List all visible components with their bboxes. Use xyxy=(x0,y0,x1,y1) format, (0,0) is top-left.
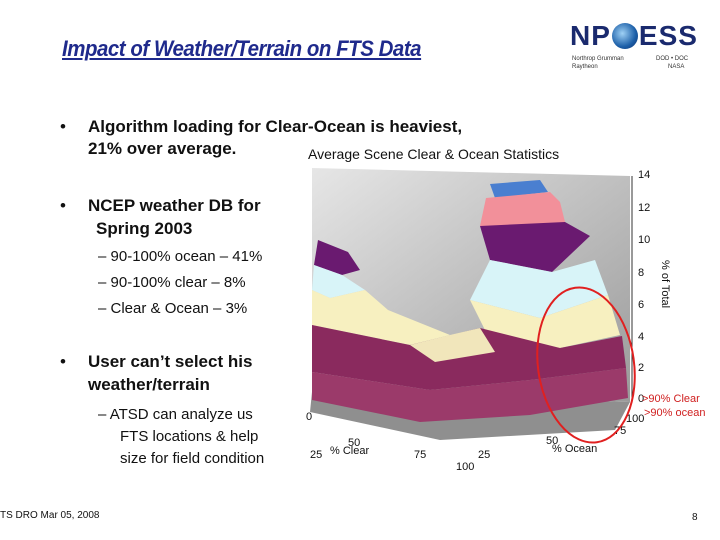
x-tick-75: 75 xyxy=(414,449,426,461)
y-axis-label: % Ocean xyxy=(552,443,597,455)
x-axis-label: % Clear xyxy=(330,445,369,457)
x-axis: 0 25 50 75 100 % Clear xyxy=(306,411,474,473)
z-tick-12: 12 xyxy=(638,202,650,214)
band-10-12 xyxy=(480,192,565,232)
band-6-8-right xyxy=(470,260,608,318)
z-tick-10: 10 xyxy=(638,234,650,246)
logo-tagline-right: DOD • DOC xyxy=(656,56,689,62)
surface-chart: Average Scene Clear & Ocean Statistics 0… xyxy=(306,146,705,473)
logo-brand: NP ESS xyxy=(570,20,698,51)
band-8-10-left xyxy=(314,240,360,275)
z-tick-8: 8 xyxy=(638,267,644,279)
logo-tagline-left: Northrop Grumman xyxy=(572,56,624,62)
bullet-dot-1: • xyxy=(60,117,66,136)
z-tick-14: 14 xyxy=(638,169,650,181)
sub-bullet-ocean: – 90-100% ocean – 41% xyxy=(98,248,263,265)
z-tick-6: 6 xyxy=(638,299,644,311)
chart-title: Average Scene Clear & Ocean Statistics xyxy=(308,146,559,162)
annotation-ocean: >90% ocean xyxy=(644,407,705,419)
surface-bands xyxy=(312,180,628,422)
globe-icon xyxy=(611,23,638,49)
bullet-3-line2: weather/terrain xyxy=(88,375,210,394)
logo-tagline-left2: Raytheon xyxy=(572,64,598,70)
y-tick-100: 100 xyxy=(626,413,644,425)
band-4-6-right xyxy=(470,295,620,348)
footer-left: TS DRO Mar 05, 2008 xyxy=(0,510,100,521)
z-tick-2: 2 xyxy=(638,362,644,374)
slide-title: Impact of Weather/Terrain on FTS Data xyxy=(62,36,422,61)
y-tick-50: 50 xyxy=(546,435,558,447)
x-tick-25: 25 xyxy=(310,449,322,461)
z-axis: 0 2 4 6 8 10 12 14 % of Total xyxy=(631,169,671,405)
annotation-clear: >90% Clear xyxy=(642,393,700,405)
sub-bullet-atsd-1: – ATSD can analyze us xyxy=(98,406,253,423)
x-tick-0: 0 xyxy=(306,411,312,423)
z-axis-label: % of Total xyxy=(659,260,671,308)
page-number: 8 xyxy=(692,512,698,523)
z-tick-0: 0 xyxy=(638,393,644,405)
bullet-2-line1: NCEP weather DB for xyxy=(88,196,261,215)
x-tick-50: 50 xyxy=(348,437,360,449)
sub-bullet-atsd-2: FTS locations & help xyxy=(120,428,259,445)
npoess-logo: NP ESS Northrop Grumman DOD • DOC Raytheo… xyxy=(560,18,710,74)
bullet-2-line2: Spring 2003 xyxy=(96,219,193,238)
y-tick-25: 25 xyxy=(478,449,490,461)
y-axis: 25 50 75 100 % Ocean xyxy=(478,413,644,461)
band-front-fold xyxy=(410,328,495,362)
bullet-1-line2: 21% over average. xyxy=(88,139,237,158)
band-4-6-left xyxy=(312,290,450,345)
bullet-3-line1: User can’t select his xyxy=(88,352,253,371)
highlight-ellipse xyxy=(536,286,636,444)
bullet-1-line1: Algorithm loading for Clear-Ocean is hea… xyxy=(88,117,463,136)
y-tick-75: 75 xyxy=(614,425,626,437)
sub-bullet-clear: – 90-100% clear – 8% xyxy=(98,274,246,291)
x-tick-100: 100 xyxy=(456,461,474,473)
logo-tagline-right2: NASA xyxy=(668,64,685,70)
band-6-8-left xyxy=(312,265,365,298)
sub-bullet-clear-ocean: – Clear & Ocean – 3% xyxy=(98,300,248,317)
sub-bullet-atsd-3: size for field condition xyxy=(120,450,265,467)
band-8-10-right xyxy=(480,222,590,272)
band-12-14 xyxy=(490,180,548,198)
z-tick-4: 4 xyxy=(638,331,644,343)
bullet-dot-3: • xyxy=(60,352,66,371)
bullet-dot-2: • xyxy=(60,196,66,215)
band-2-4 xyxy=(312,325,626,390)
